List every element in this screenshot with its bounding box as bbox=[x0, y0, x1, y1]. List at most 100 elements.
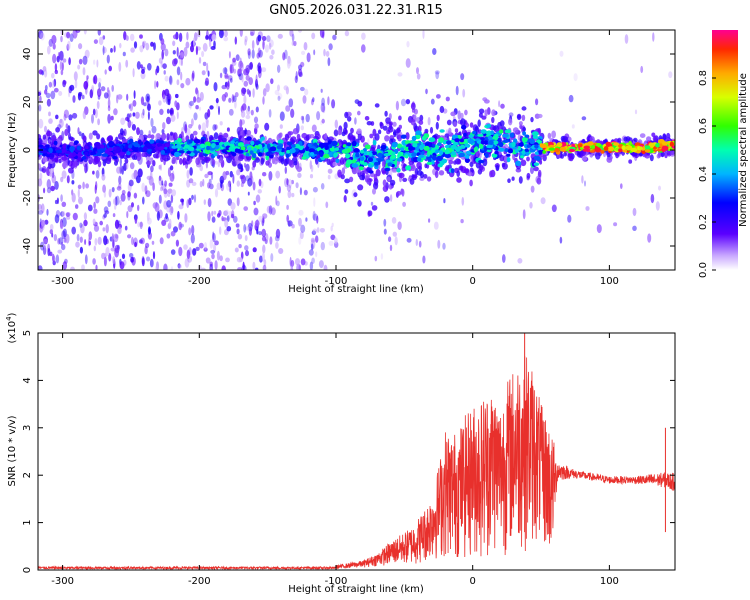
ridge-mark bbox=[487, 140, 494, 146]
ridge-mark bbox=[405, 165, 412, 171]
noise-speckle bbox=[88, 240, 91, 246]
noise-speckle bbox=[163, 189, 168, 198]
noise-speckle bbox=[111, 84, 114, 92]
noise-speckle bbox=[418, 240, 422, 248]
noise-speckle bbox=[92, 258, 96, 265]
noise-speckle bbox=[170, 230, 176, 237]
noise-speckle bbox=[214, 260, 218, 270]
ridge-mark bbox=[498, 147, 505, 152]
halo-mark bbox=[491, 116, 495, 124]
noise-speckle bbox=[274, 89, 280, 96]
noise-speckle bbox=[46, 98, 52, 107]
noise-speckle bbox=[96, 100, 100, 110]
halo-mark bbox=[106, 136, 113, 142]
noise-speckle bbox=[93, 208, 98, 214]
noise-speckle bbox=[316, 227, 320, 233]
noise-speckle bbox=[162, 122, 166, 130]
noise-speckle bbox=[41, 203, 45, 214]
ridge-mark bbox=[368, 152, 373, 157]
halo-mark bbox=[478, 112, 483, 118]
noise-speckle bbox=[287, 220, 293, 227]
noise-speckle bbox=[156, 261, 159, 270]
noise-speckle bbox=[244, 39, 247, 46]
halo-mark bbox=[357, 132, 362, 141]
noise-speckle bbox=[101, 252, 106, 260]
ridge-mark bbox=[507, 148, 513, 154]
noise-speckle bbox=[253, 200, 256, 206]
noise-speckle bbox=[104, 210, 110, 215]
noise-speckle bbox=[110, 247, 116, 252]
halo-mark bbox=[444, 166, 450, 172]
noise-speckle bbox=[397, 221, 402, 230]
noise-speckle bbox=[118, 61, 122, 72]
noise-speckle bbox=[255, 194, 261, 203]
ridge-mark bbox=[49, 154, 55, 158]
ridge-mark bbox=[121, 148, 127, 153]
ridge-mark bbox=[309, 152, 315, 156]
halo-mark bbox=[356, 128, 362, 135]
noise-speckle bbox=[277, 95, 281, 101]
noise-speckle bbox=[184, 213, 188, 223]
noise-speckle bbox=[177, 210, 180, 220]
noise-speckle bbox=[257, 34, 262, 42]
noise-speckle bbox=[129, 253, 134, 258]
halo-mark bbox=[508, 118, 513, 126]
ridge-mark bbox=[76, 145, 82, 151]
halo-mark bbox=[342, 127, 348, 135]
noise-speckle bbox=[130, 47, 135, 53]
noise-speckle bbox=[300, 224, 306, 233]
noise-speckle bbox=[60, 241, 64, 246]
noise-speckle bbox=[584, 180, 586, 187]
noise-speckle bbox=[79, 236, 83, 243]
noise-speckle bbox=[457, 110, 461, 120]
ridge-mark bbox=[260, 136, 265, 141]
ridge-mark bbox=[269, 154, 274, 159]
ridge-mark bbox=[644, 145, 651, 150]
noise-speckle bbox=[168, 182, 173, 187]
halo-mark bbox=[42, 134, 47, 140]
noise-speckle bbox=[388, 236, 392, 242]
y-tick-label: 0 bbox=[22, 147, 33, 153]
halo-mark bbox=[657, 152, 662, 158]
halo-mark bbox=[448, 159, 454, 165]
halo-mark bbox=[530, 116, 534, 123]
noise-speckle bbox=[150, 165, 154, 173]
noise-speckle bbox=[370, 201, 374, 206]
noise-speckle bbox=[75, 204, 79, 209]
noise-speckle bbox=[310, 164, 314, 173]
noise-speckle bbox=[211, 216, 216, 223]
noise-speckle bbox=[293, 40, 297, 47]
noise-speckle bbox=[67, 40, 71, 50]
halo-mark bbox=[55, 127, 60, 133]
noise-speckle bbox=[193, 37, 196, 47]
halo-mark bbox=[195, 157, 201, 165]
ridge-mark bbox=[423, 145, 430, 151]
noise-speckle bbox=[229, 170, 233, 178]
noise-speckle bbox=[139, 221, 143, 230]
noise-speckle bbox=[130, 256, 135, 263]
noise-speckle bbox=[318, 260, 324, 269]
halo-mark bbox=[357, 184, 364, 191]
noise-speckle bbox=[198, 57, 202, 64]
halo-mark bbox=[68, 167, 74, 174]
noise-speckle bbox=[65, 233, 70, 244]
noise-speckle bbox=[140, 71, 146, 80]
noise-speckle bbox=[395, 100, 399, 111]
y-tick-label: 2 bbox=[22, 472, 33, 478]
noise-speckle bbox=[311, 230, 317, 235]
noise-speckle bbox=[191, 181, 197, 186]
halo-mark bbox=[410, 119, 416, 126]
halo-mark bbox=[46, 130, 53, 137]
noise-speckle bbox=[225, 82, 230, 90]
noise-speckle bbox=[161, 180, 164, 186]
halo-mark bbox=[278, 155, 285, 162]
noise-speckle bbox=[106, 87, 110, 93]
ridge-mark bbox=[478, 159, 485, 164]
noise-speckle bbox=[134, 216, 138, 224]
noise-speckle bbox=[63, 237, 67, 243]
noise-speckle bbox=[176, 66, 181, 76]
halo-mark bbox=[234, 154, 239, 162]
ridge-mark bbox=[502, 139, 510, 143]
halo-mark bbox=[530, 185, 535, 193]
noise-speckle bbox=[312, 210, 316, 221]
